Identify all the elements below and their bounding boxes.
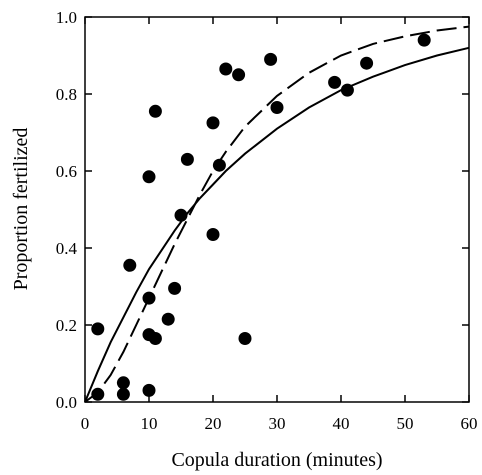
data-point xyxy=(328,75,342,89)
x-tick-label: 20 xyxy=(205,414,222,433)
data-point xyxy=(142,291,156,305)
data-point xyxy=(91,322,105,336)
data-point xyxy=(238,332,252,345)
data-point xyxy=(232,68,246,82)
y-tick-label: 0.2 xyxy=(56,316,77,335)
plot-frame xyxy=(84,16,470,403)
data-point xyxy=(123,258,137,272)
data-point xyxy=(340,83,354,97)
dashed-fit-curve xyxy=(84,25,470,403)
x-tick-label: 40 xyxy=(333,414,350,433)
y-tick-label: 1.0 xyxy=(56,8,77,27)
data-point xyxy=(270,101,284,114)
data-point xyxy=(360,56,374,70)
x-tick-labels: 0 10 20 30 40 50 60 xyxy=(81,414,478,433)
y-tick-label: 0.4 xyxy=(56,239,78,258)
data-point xyxy=(91,387,105,401)
x-tick-label: 10 xyxy=(141,414,158,433)
y-tick-labels: 0.0 0.2 0.4 0.6 0.8 1.0 xyxy=(56,8,78,412)
data-point xyxy=(148,104,162,118)
data-point xyxy=(206,116,220,130)
y-tick-label: 0.6 xyxy=(56,162,77,181)
data-point xyxy=(180,152,194,166)
data-point xyxy=(174,208,188,222)
y-tick-label: 0.0 xyxy=(56,393,77,412)
x-axis-title: Copula duration (minutes) xyxy=(171,449,382,471)
data-point xyxy=(116,376,130,390)
x-tick-label: 0 xyxy=(81,414,90,433)
data-point xyxy=(212,158,226,172)
x-tick-label: 50 xyxy=(397,414,414,433)
data-point xyxy=(116,387,130,401)
data-point xyxy=(219,62,233,76)
data-point xyxy=(264,52,278,66)
data-point xyxy=(142,383,156,397)
x-tick-label: 60 xyxy=(461,414,478,433)
x-tick-label: 30 xyxy=(269,414,286,433)
data-point xyxy=(168,281,182,295)
data-points xyxy=(91,33,431,401)
data-point xyxy=(417,33,431,47)
data-point xyxy=(142,170,156,184)
data-point xyxy=(148,332,162,345)
data-point xyxy=(161,312,175,326)
y-axis-title: Proportion fertilized xyxy=(10,128,32,291)
y-tick-label: 0.8 xyxy=(56,85,77,104)
fitted-curves xyxy=(84,25,470,403)
axis-ticks xyxy=(84,16,470,403)
solid-fit-curve xyxy=(84,46,470,403)
data-point xyxy=(206,228,220,241)
